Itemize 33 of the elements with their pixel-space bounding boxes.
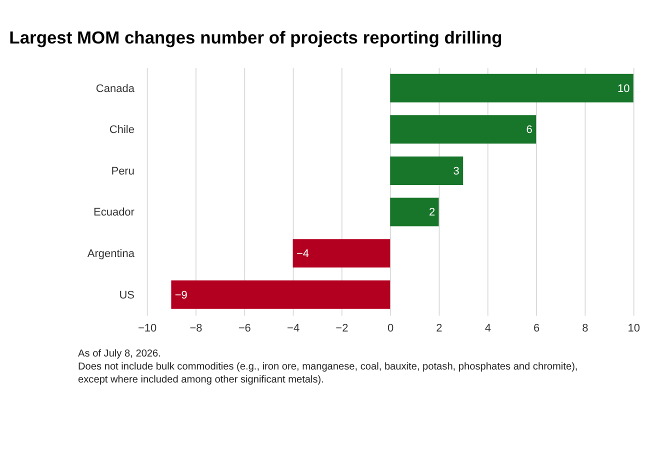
x-tick-label: −6 (238, 322, 251, 334)
x-tick-label: 6 (533, 322, 540, 334)
x-tick-label: 0 (388, 322, 394, 334)
text: except where included among other significant metals). (78, 374, 324, 386)
data-label: 10 (617, 82, 630, 95)
x-tick-label: 8 (582, 322, 588, 334)
y-tick-label: Peru (111, 165, 134, 178)
data-label: 6 (526, 124, 532, 136)
y-tick-label: Canada (96, 82, 136, 95)
bar (390, 115, 536, 144)
chart-title: Largest MOM changes number of projects reporting drilling (9, 28, 502, 48)
y-tick-label: Chile (109, 124, 134, 136)
bar (171, 280, 390, 309)
bar (390, 74, 634, 102)
x-tick-label: −8 (190, 322, 202, 334)
x-tick-label: −4 (287, 322, 300, 334)
data-label: −4 (296, 248, 310, 260)
bar (292, 239, 390, 268)
x-tick-label: −10 (138, 322, 157, 334)
text: As of July 8, 2026. (78, 348, 161, 360)
y-tick-label: US (119, 289, 134, 302)
bar (390, 198, 439, 226)
data-label: 2 (428, 206, 436, 219)
y-tick-label: Ecuador (93, 206, 135, 219)
bar (390, 156, 464, 185)
x-tick-label: −2 (336, 322, 348, 334)
y-tick-label: Argentina (87, 248, 136, 260)
text: Does not include bulk commodities (e.g., iron ore, manganese, coal, bauxite, potash, phosphates and chromite), (78, 361, 578, 372)
x-tick-label: 10 (628, 322, 640, 334)
x-tick-label: 2 (436, 322, 442, 334)
data-label: −9 (174, 289, 188, 302)
data-label: 3 (453, 165, 460, 178)
x-tick-label: 4 (484, 322, 491, 334)
